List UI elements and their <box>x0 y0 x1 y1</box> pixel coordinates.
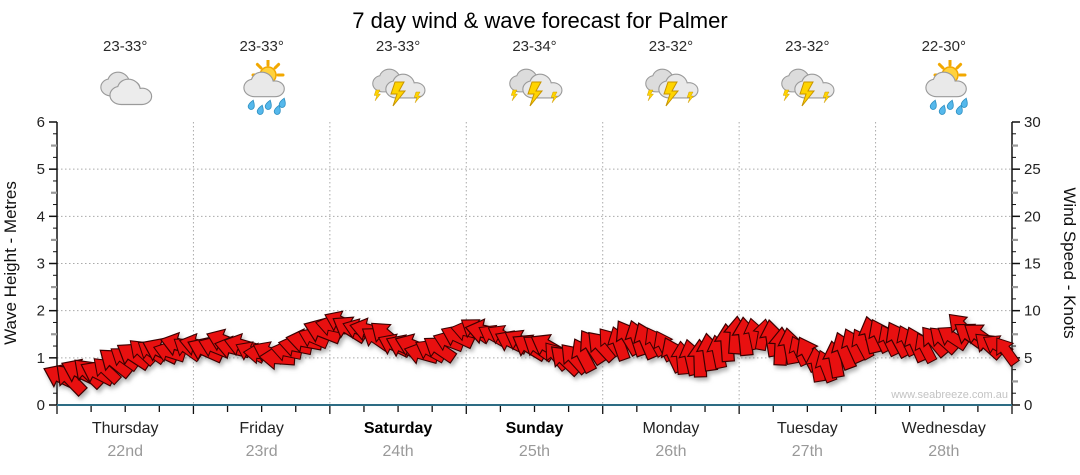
wind-tick-label: 15 <box>1024 256 1041 273</box>
day-date: 24th <box>382 443 414 460</box>
storm-icon <box>641 60 701 118</box>
wind-tick-label: 20 <box>1024 208 1041 225</box>
chart-title: 7 day wind & wave forecast for Palmer <box>352 8 728 33</box>
temperature-range: 22-30° <box>921 38 966 55</box>
day-date: 22nd <box>107 443 143 460</box>
day-name: Tuesday <box>776 420 838 437</box>
wave-tick-label: 0 <box>37 397 45 414</box>
temperature-range: 23-32° <box>785 38 830 55</box>
wind-tick-label: 0 <box>1024 397 1032 414</box>
sun-showers-icon <box>914 58 974 118</box>
storm-icon <box>368 60 428 118</box>
storm-icon <box>505 60 565 118</box>
storm-icon <box>777 60 837 118</box>
temperature-range: 23-32° <box>648 38 694 55</box>
wave-tick-label: 5 <box>37 161 45 178</box>
wind-tick-label: 10 <box>1024 303 1041 320</box>
day-name: Thursday <box>91 420 159 437</box>
day-name: Sunday <box>505 420 564 437</box>
wind-tick-label: 5 <box>1024 350 1032 367</box>
sun-showers-icon <box>232 58 292 118</box>
wind-tick-label: 25 <box>1024 161 1041 178</box>
wave-tick-label: 6 <box>37 114 45 131</box>
wind-arrow <box>996 337 1020 368</box>
wind-tick-label: 30 <box>1024 114 1041 131</box>
day-name: Wednesday <box>901 420 986 437</box>
wind-arrow <box>423 337 458 364</box>
wave-tick-label: 4 <box>37 208 45 225</box>
temperature-range: 23-33° <box>375 38 421 55</box>
temperature-range: 23-33° <box>239 38 284 55</box>
day-name: Friday <box>239 420 284 437</box>
wave-tick-label: 3 <box>37 256 45 273</box>
day-name: Monday <box>642 420 700 437</box>
day-date: 27th <box>791 443 823 460</box>
temperature-range: 23-34° <box>512 38 557 55</box>
wind-arrow-band <box>43 310 1020 398</box>
day-date: 26th <box>655 443 687 460</box>
day-date: 28th <box>928 443 960 460</box>
day-date: 25th <box>518 443 551 460</box>
watermark: www.seabreeze.com.au <box>891 389 1008 401</box>
wave-tick-label: 2 <box>37 303 45 320</box>
cloudy-icon <box>95 60 155 118</box>
wave-tick-label: 1 <box>37 350 45 367</box>
day-date: 23rd <box>245 443 278 460</box>
day-name: Saturday <box>363 420 433 437</box>
temperature-range: 23-33° <box>103 38 148 55</box>
